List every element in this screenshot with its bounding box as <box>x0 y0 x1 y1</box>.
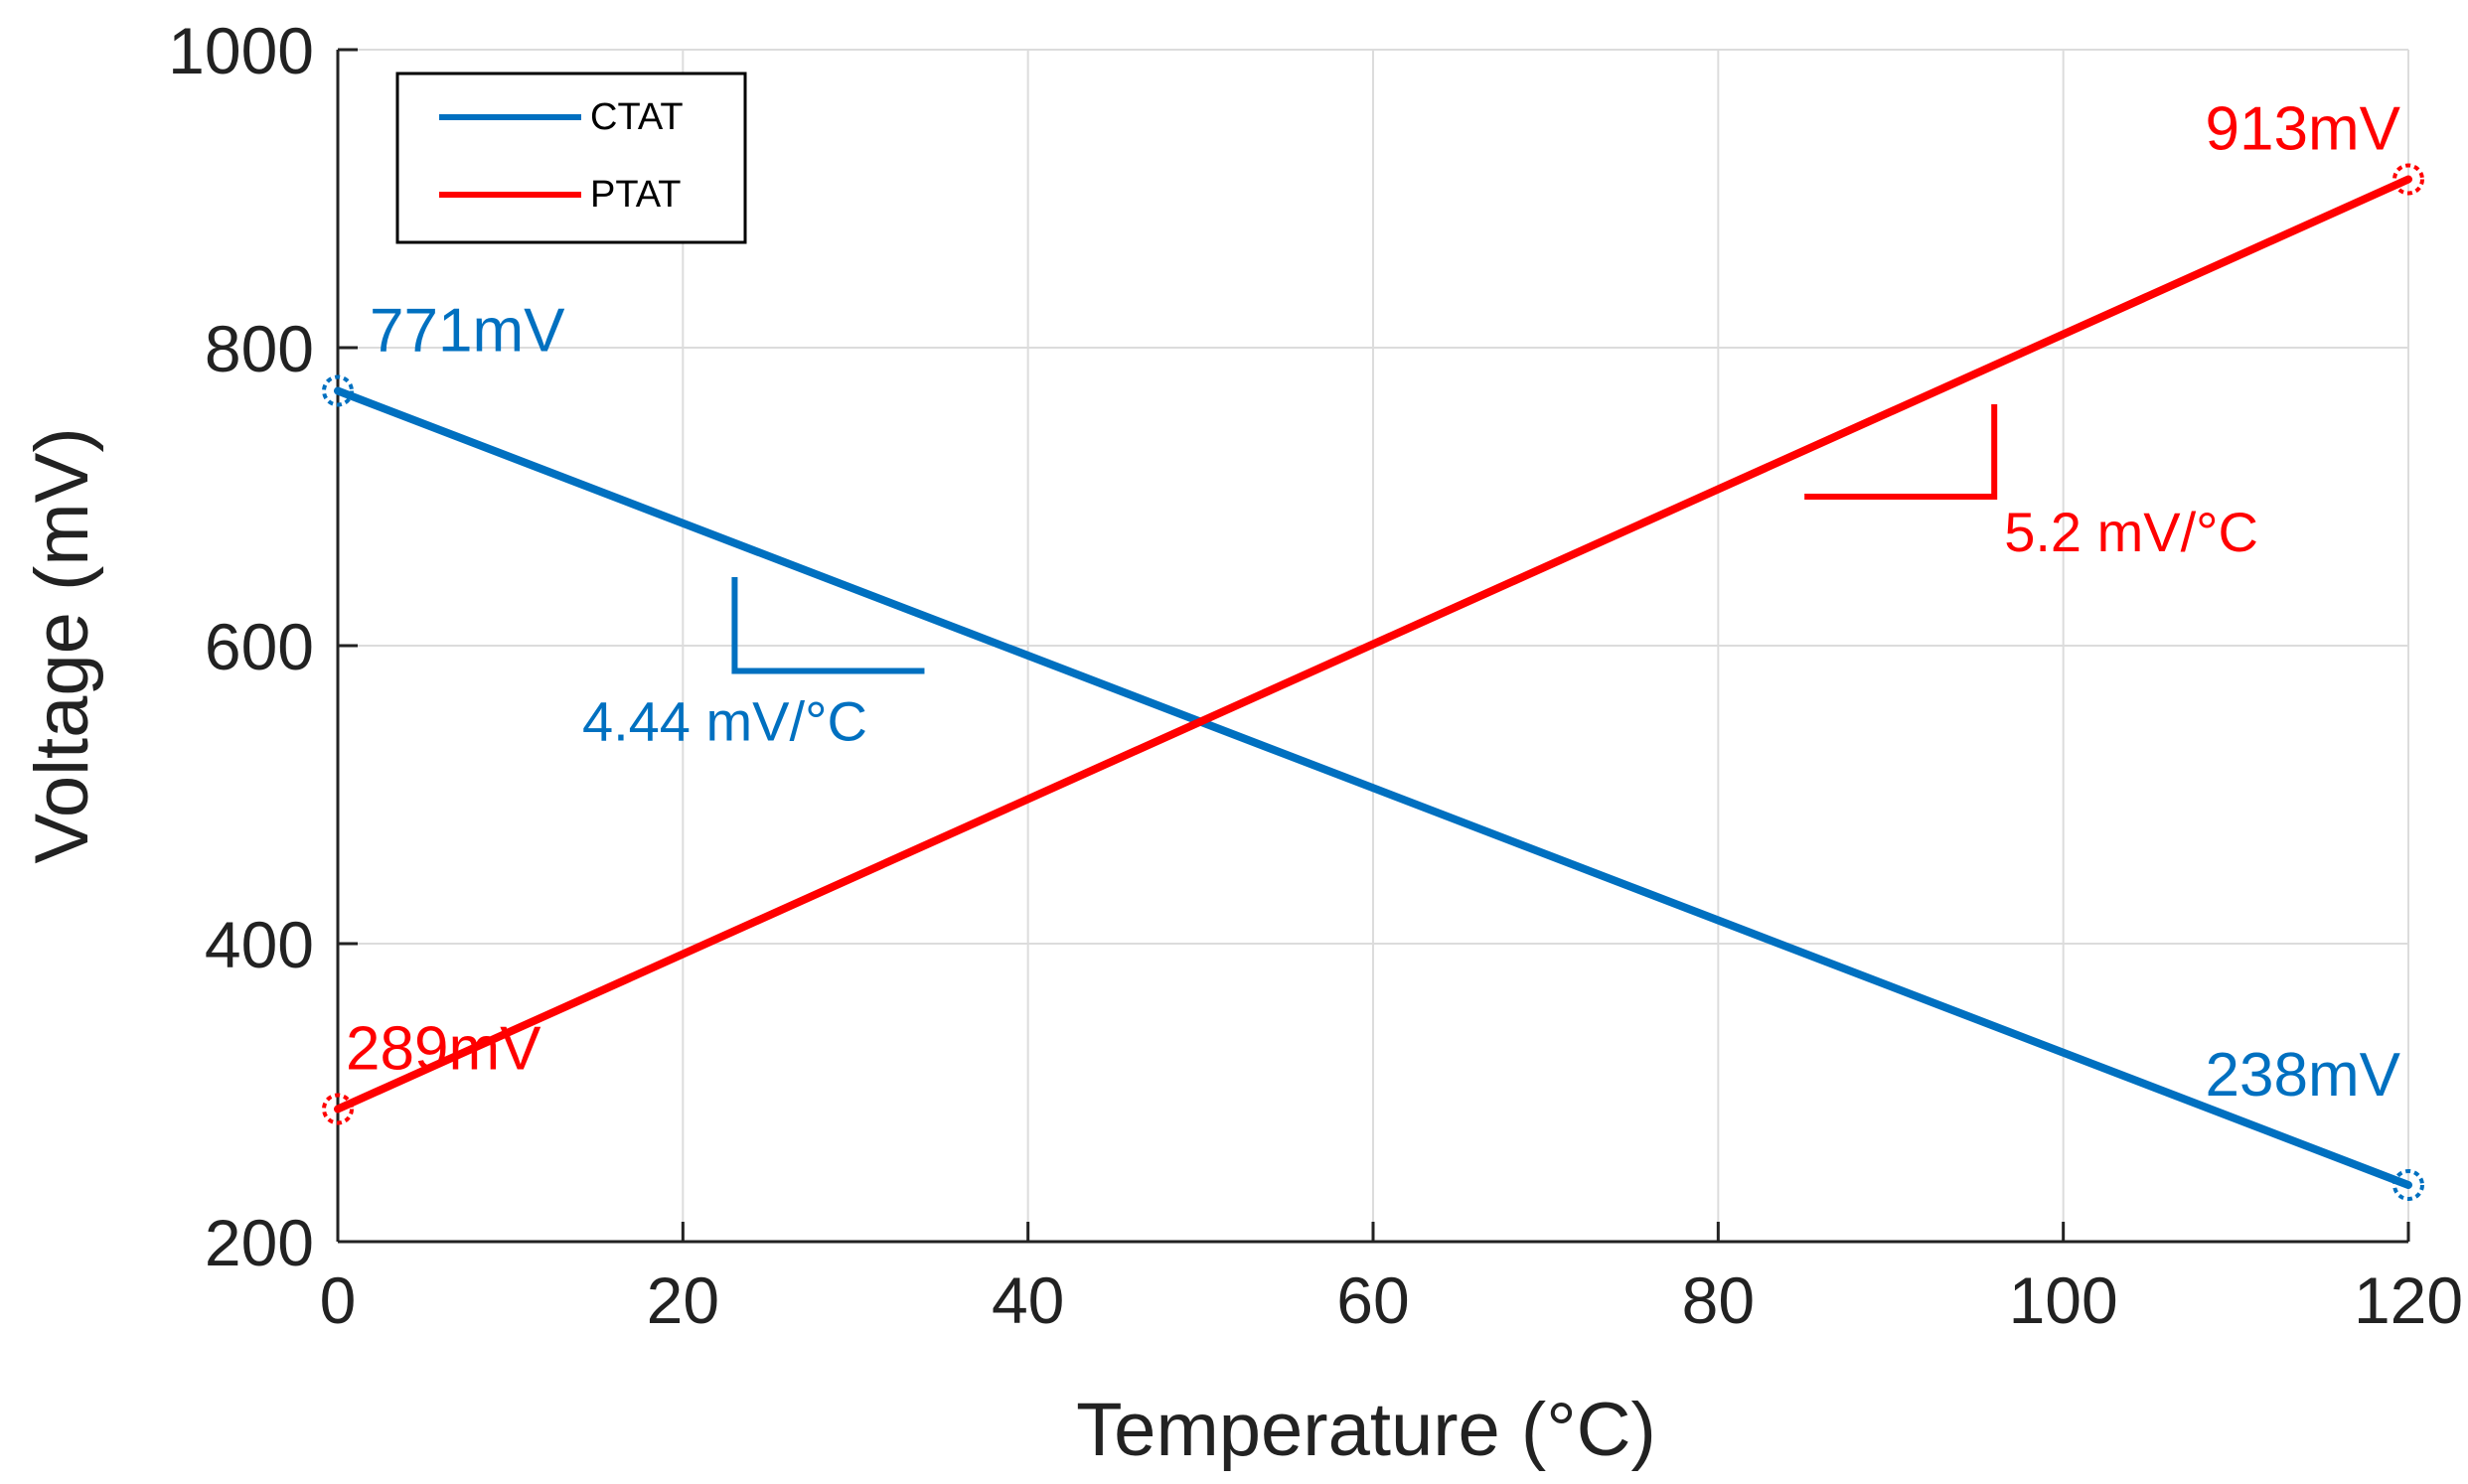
slope-indicator <box>1804 404 1998 500</box>
endpoint-marker <box>2392 163 2424 196</box>
axes <box>336 48 2410 1244</box>
y-tick-label: 400 <box>205 908 314 981</box>
y-tick-labels: 200 400 600 800 1000 <box>168 14 314 1279</box>
series-line-ptat <box>334 175 2412 1113</box>
x-tick-label: 60 <box>1336 1263 1409 1337</box>
endpoint-marker <box>322 374 354 407</box>
y-tick-label: 1000 <box>168 14 314 87</box>
endpoint-label: 238mV <box>2206 1041 2401 1110</box>
x-tick-label: 120 <box>2354 1263 2463 1337</box>
endpoint-label: 289mV <box>346 1015 541 1084</box>
x-tick-label: 20 <box>647 1263 719 1337</box>
x-tick-label: 0 <box>320 1263 357 1337</box>
endpoint-label: 913mV <box>2206 95 2401 164</box>
legend: CTAT PTAT <box>395 72 747 244</box>
x-tick-labels: 0 20 40 60 80 100 120 <box>320 1263 2463 1337</box>
slope-label: 4.44 mV/°C <box>582 690 867 753</box>
legend-label-ctat: CTAT <box>590 96 684 138</box>
endpoint-marker <box>322 1093 354 1125</box>
y-axis-label: Voltage (mV) <box>20 427 104 863</box>
endpoint-marker <box>2392 1169 2424 1201</box>
series-lines <box>334 175 2412 1189</box>
legend-box <box>395 72 747 244</box>
grid <box>337 49 2409 1243</box>
slope-label: 5.2 mV/°C <box>2004 501 2258 563</box>
x-tick-label: 40 <box>992 1263 1064 1337</box>
endpoint-markers <box>322 163 2424 1201</box>
x-tick-label: 80 <box>1682 1263 1755 1337</box>
slope-annotations: 4.44 mV/°C 5.2 mV/°C <box>582 404 2258 753</box>
x-tick-label: 100 <box>2009 1263 2118 1337</box>
endpoint-label: 771mV <box>370 297 565 366</box>
y-tick-label: 600 <box>205 610 314 683</box>
slope-indicator <box>731 577 925 674</box>
series-line-ctat <box>334 386 2412 1189</box>
x-axis-label: Temperature (°C) <box>1076 1388 1656 1472</box>
legend-label-ptat: PTAT <box>590 174 681 216</box>
y-tick-label: 800 <box>205 312 314 385</box>
y-tick-label: 200 <box>205 1206 314 1279</box>
endpoint-labels: 771mV 238mV 289mV 913mV <box>346 95 2401 1111</box>
